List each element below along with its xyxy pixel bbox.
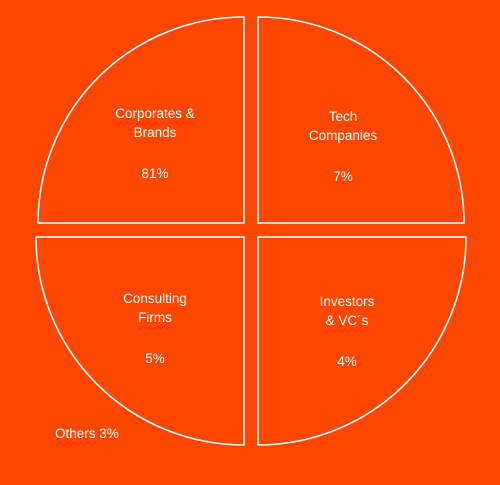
segment-percent: 81%: [141, 166, 169, 181]
segment-label-consulting: Consulting Firms 5%: [95, 289, 215, 368]
quadrant-top-left: [37, 16, 245, 224]
segment-name-line1: Tech: [328, 109, 358, 124]
others-name: Others: [55, 426, 96, 441]
segment-name-line1: Consulting: [123, 291, 187, 306]
quadrant-bottom-right: [257, 236, 467, 446]
segment-label-corporates: Corporates & Brands 81%: [95, 104, 215, 183]
segment-label-tech: Tech Companies 7%: [283, 107, 403, 186]
segment-name-line1: Corporates &: [115, 106, 195, 121]
quadrant-top-right: [257, 16, 465, 224]
segment-name-line2: & VC´s: [325, 313, 369, 328]
others-label: Others 3%: [55, 426, 119, 441]
segment-label-investors: Investors & VC´s 4%: [287, 292, 407, 371]
others-percent: 3%: [99, 426, 119, 441]
segment-percent: 5%: [145, 351, 165, 366]
segment-name-line1: Investors: [319, 294, 375, 309]
segment-percent: 7%: [333, 169, 353, 184]
segment-name-line2: Brands: [133, 125, 177, 140]
segment-name-line2: Firms: [138, 310, 172, 325]
segment-percent: 4%: [337, 354, 357, 369]
quadrant-bottom-left: [35, 236, 245, 446]
segment-name-line2: Companies: [308, 128, 378, 143]
